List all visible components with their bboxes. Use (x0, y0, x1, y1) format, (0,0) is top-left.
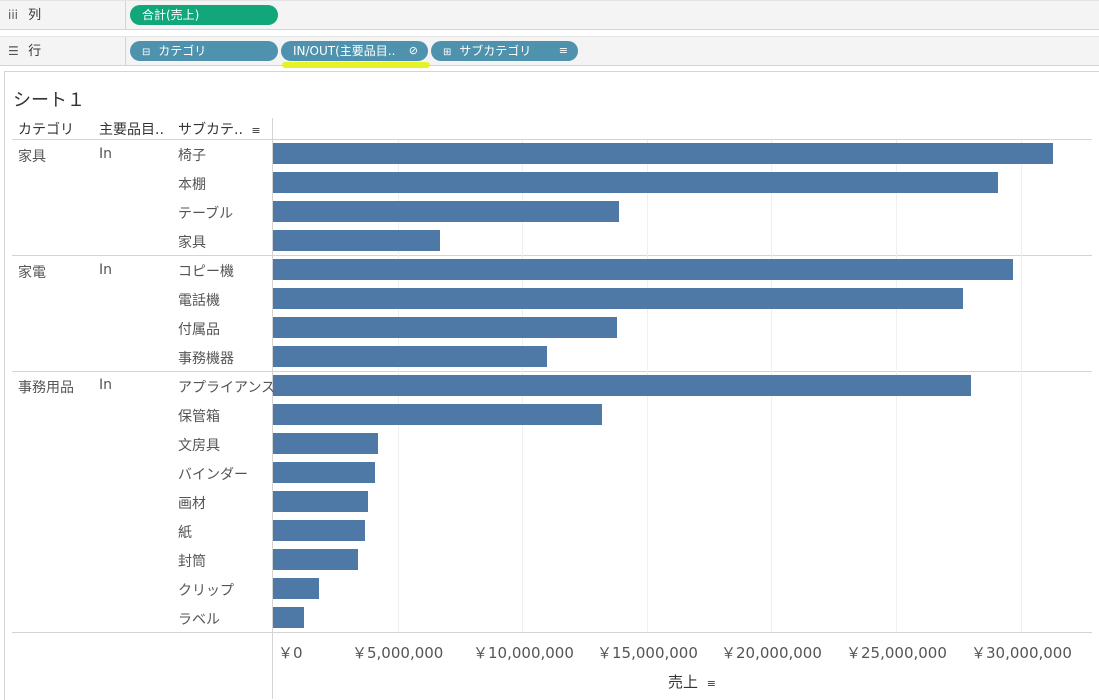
subcategory-label[interactable]: 電話機 (178, 293, 220, 309)
subcategory-label[interactable]: 本棚 (178, 177, 206, 193)
subcategory-label[interactable]: 家具 (178, 235, 206, 251)
tick-label: ￥10,000,000 (473, 644, 574, 662)
pill-subcategory-label: サブカテゴリ (459, 44, 532, 58)
tick-label: ￥25,000,000 (846, 644, 947, 662)
sheet-title: シート１ (13, 90, 85, 111)
bar[interactable] (273, 375, 971, 396)
bar[interactable] (273, 172, 998, 193)
pill-sum-sales[interactable]: 合計(売上) (130, 5, 278, 25)
sheet-area (4, 71, 1099, 700)
subcategory-label[interactable]: アプライアンス (178, 380, 276, 396)
bar[interactable] (273, 288, 963, 309)
bar[interactable] (273, 462, 375, 483)
group-category-label[interactable]: 事務用品 (18, 380, 74, 396)
tick-label: ￥30,000,000 (971, 644, 1072, 662)
subcategory-label[interactable]: テーブル (178, 206, 234, 222)
rows-label: 行 (28, 44, 42, 59)
set-icon: ⊘ (408, 44, 418, 57)
group-inout-label[interactable]: In (99, 262, 113, 278)
group-divider (12, 371, 1092, 372)
subcategory-label[interactable]: 画材 (178, 496, 206, 512)
subcategory-label[interactable]: コピー機 (178, 264, 234, 280)
header-main-item[interactable]: 主要品目.. (99, 122, 164, 138)
columns-icon: iii (8, 8, 19, 22)
subcategory-label[interactable]: 付属品 (178, 322, 220, 338)
pane-divider (272, 118, 273, 699)
highlight-mark (282, 62, 430, 68)
header-subcategory[interactable]: サブカテ.. ≡ (178, 119, 261, 139)
rows-icon: ☰ (8, 44, 19, 58)
collapse-icon[interactable]: ⊟ (142, 47, 151, 58)
subcategory-label[interactable]: 保管箱 (178, 409, 220, 425)
bar[interactable] (273, 346, 547, 367)
bar[interactable] (273, 607, 304, 628)
rows-shelf-label: ☰ 行 (0, 37, 126, 65)
expand-icon[interactable]: ⊞ (443, 47, 452, 58)
axis-sort-icon[interactable]: ≡ (706, 677, 717, 690)
bar[interactable] (273, 491, 368, 512)
group-inout-label[interactable]: In (99, 146, 113, 162)
tick-label: ￥0 (278, 644, 303, 662)
columns-shelf-label: iii 列 (0, 1, 126, 29)
columns-shelf[interactable]: iii 列 合計(売上) (0, 0, 1099, 30)
axis-title[interactable]: 売上 ≡ (668, 671, 716, 692)
group-divider (12, 255, 1092, 256)
bar[interactable] (273, 404, 602, 425)
group-category-label[interactable]: 家電 (18, 265, 46, 281)
pill-inout[interactable]: IN/OUT(主要品目.. ⊘ (281, 41, 428, 61)
subcategory-label[interactable]: 椅子 (178, 148, 206, 164)
axis-title-label: 売上 (668, 673, 699, 691)
subcategory-label[interactable]: ラベル (178, 612, 220, 628)
subcategory-label[interactable]: 文房具 (178, 438, 220, 454)
bar[interactable] (273, 143, 1053, 164)
axis-divider (12, 632, 1092, 633)
bar[interactable] (273, 520, 365, 541)
bar[interactable] (273, 317, 617, 338)
sort-icon[interactable]: ≡ (558, 44, 568, 57)
subcategory-label[interactable]: 封筒 (178, 554, 206, 570)
header-divider (12, 139, 1092, 140)
pill-sum-sales-label: 合計(売上) (142, 8, 200, 22)
bar[interactable] (273, 578, 319, 599)
group-inout-label[interactable]: In (99, 377, 113, 393)
gridline (1021, 140, 1022, 632)
pill-category[interactable]: ⊟ カテゴリ (130, 41, 278, 61)
header-category[interactable]: カテゴリ (18, 122, 74, 138)
bar[interactable] (273, 259, 1013, 280)
subcategory-label[interactable]: 事務機器 (178, 351, 234, 367)
group-category-label[interactable]: 家具 (18, 149, 46, 165)
pill-category-label: カテゴリ (158, 44, 207, 58)
rows-shelf[interactable]: ☰ 行 ⊟ カテゴリ IN/OUT(主要品目.. ⊘ ⊞ サブカテゴリ ≡ (0, 36, 1099, 66)
columns-label: 列 (28, 8, 42, 23)
tick-label: ￥20,000,000 (721, 644, 822, 662)
bar[interactable] (273, 549, 358, 570)
bar[interactable] (273, 433, 378, 454)
header-sort-icon[interactable]: ≡ (251, 124, 261, 137)
tick-label: ￥5,000,000 (352, 644, 444, 662)
subcategory-label[interactable]: 紙 (178, 525, 192, 541)
header-subcategory-label: サブカテ.. (178, 122, 243, 138)
tick-label: ￥15,000,000 (597, 644, 698, 662)
subcategory-label[interactable]: バインダー (178, 467, 248, 483)
pill-inout-label: IN/OUT(主要品目.. (293, 44, 396, 58)
bar[interactable] (273, 201, 619, 222)
pill-subcategory[interactable]: ⊞ サブカテゴリ ≡ (431, 41, 578, 61)
subcategory-label[interactable]: クリップ (178, 583, 234, 599)
bar[interactable] (273, 230, 440, 251)
